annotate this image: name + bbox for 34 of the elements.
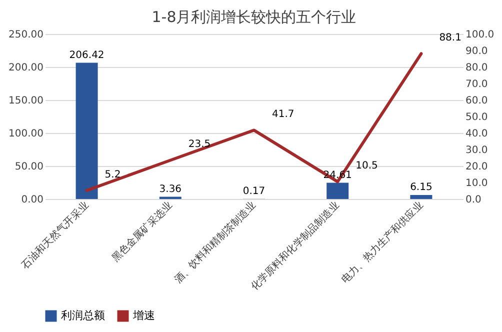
data-label: 0.17 <box>242 186 266 197</box>
y-tick-label: 200.00 <box>8 62 44 74</box>
bar <box>410 194 432 199</box>
y2-tick-label: 80.0 <box>466 62 488 74</box>
y2-tick-label: 70.0 <box>466 79 488 90</box>
data-label: 6.15 <box>410 182 432 193</box>
y-tick-label: 0.00 <box>21 194 44 206</box>
data-label: 10.5 <box>356 160 378 172</box>
y-tick-label: 150.00 <box>8 96 44 106</box>
y2-tick-label: 20.0 <box>466 162 488 172</box>
y-tick-label: 50.00 <box>14 162 44 172</box>
y-tick-label: 250.00 <box>8 30 44 40</box>
x-tick-label: 电力、热力生产和供应业 <box>339 199 426 286</box>
y2-tick-label: 100.0 <box>466 30 494 40</box>
y2-tick-label: 90.0 <box>466 46 488 57</box>
legend-label: 增速 <box>132 309 155 322</box>
bar <box>326 182 349 199</box>
y2-tick-label: 10.0 <box>466 178 488 189</box>
data-label: 88.1 <box>439 32 462 44</box>
chart-title: 1-8月利润增长较快的五个行业 <box>152 8 356 26</box>
legend-label: 利润总额 <box>61 309 105 322</box>
y2-tick-label: 60.0 <box>466 96 488 106</box>
y2-tick-label: 50.0 <box>466 112 488 123</box>
y2-tick-label: 30.0 <box>466 145 488 156</box>
data-label: 206.42 <box>69 50 104 61</box>
data-label: 23.5 <box>188 139 211 150</box>
bar <box>76 62 98 199</box>
data-label: 5.2 <box>104 169 121 180</box>
y-tick-label: 100.00 <box>8 128 44 140</box>
y2-tick-label: 40.0 <box>466 128 488 140</box>
data-label: 41.7 <box>272 109 294 120</box>
y2-tick-label: 0.0 <box>466 194 482 206</box>
data-label: 3.36 <box>159 184 182 195</box>
x-tick-label: 黑色金属矿采选业 <box>110 199 175 264</box>
